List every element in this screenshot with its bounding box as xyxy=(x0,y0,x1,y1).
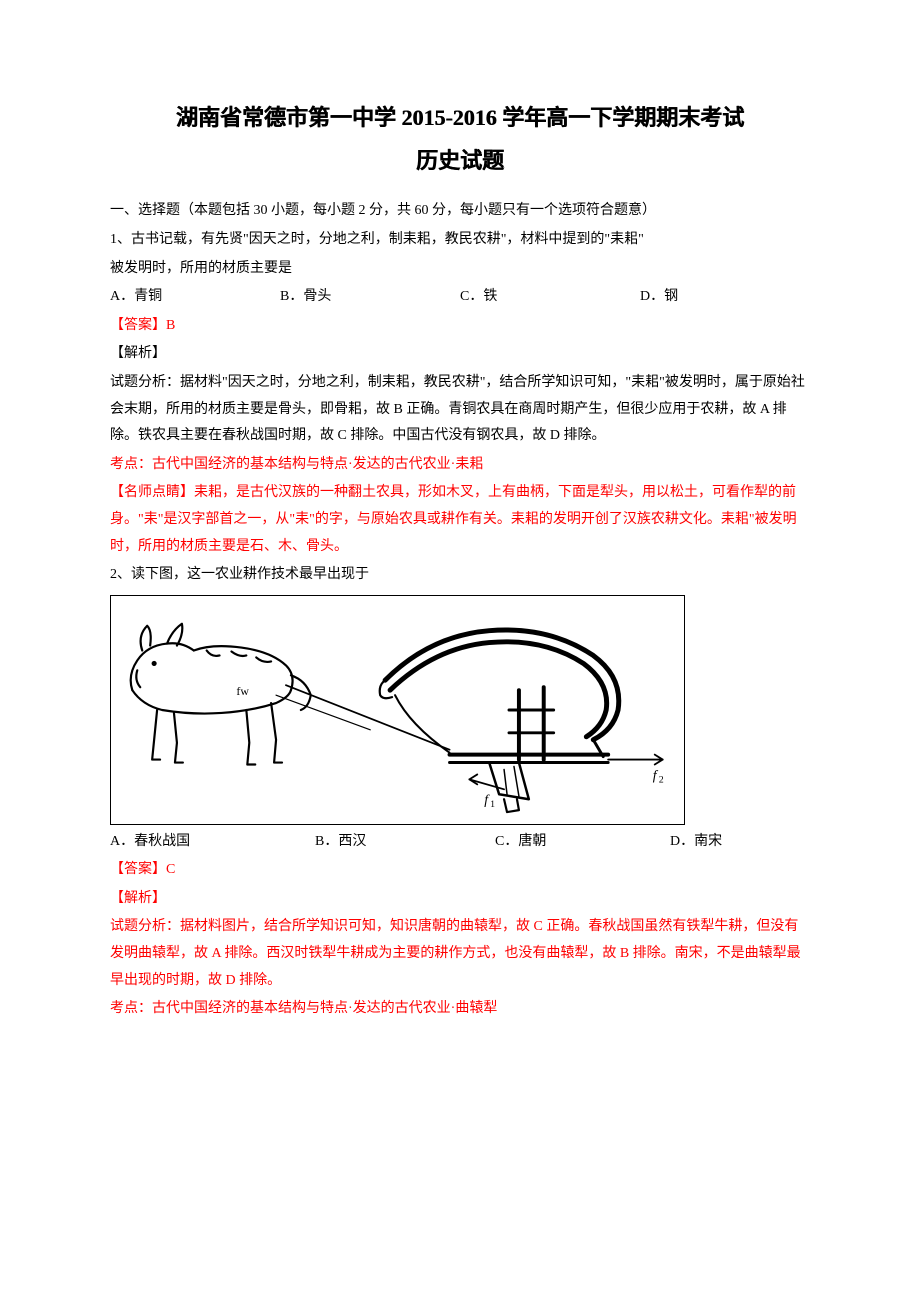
section-header: 一、选择题（本题包括 30 小题，每小题 2 分，共 60 分，每小题只有一个选… xyxy=(110,198,810,225)
q2-option-c: C．唐朝 xyxy=(495,829,670,856)
q1-exam-point: 考点：古代中国经济的基本结构与特点·发达的古代农业·耒耜 xyxy=(110,452,810,479)
q1-options: A．青铜 B．骨头 C．铁 D．钢 xyxy=(110,284,810,311)
q1-option-d: D．钢 xyxy=(640,284,678,311)
q2-options: A．春秋战国 B．西汉 C．唐朝 D．南宋 xyxy=(110,829,810,856)
q2-stem: 2、读下图，这一农业耕作技术最早出现于 xyxy=(110,562,810,589)
q1-option-b: B．骨头 xyxy=(280,284,460,311)
exam-title-line2: 历史试题 xyxy=(110,143,810,178)
svg-text:2: 2 xyxy=(659,774,664,785)
q1-stem-line1: 1、古书记载，有先贤"因天之时，分地之利，制耒耜，教民农耕"，材料中提到的"耒耜… xyxy=(110,227,810,254)
q1-analysis-body: 试题分析：据材料"因天之时，分地之利，制耒耜，教民农耕"，结合所学知识可知，"耒… xyxy=(110,370,810,450)
exam-title-line1: 湖南省常德市第一中学 2015-2016 学年高一下学期期末考试 xyxy=(110,100,810,135)
svg-text:1: 1 xyxy=(490,799,495,810)
plow-ox-diagram-icon: fw xyxy=(111,596,684,824)
q1-stem-line2: 被发明时，所用的材质主要是 xyxy=(110,256,810,283)
svg-text:fw: fw xyxy=(236,684,249,698)
q2-analysis-header: 【解析】 xyxy=(110,886,810,913)
q2-option-a: A．春秋战国 xyxy=(110,829,315,856)
q2-option-b: B．西汉 xyxy=(315,829,495,856)
q2-analysis-body: 试题分析：据材料图片，结合所学知识可知，知识唐朝的曲辕犁，故 C 正确。春秋战国… xyxy=(110,914,810,994)
q2-figure: fw xyxy=(110,595,685,825)
q2-option-d: D．南宋 xyxy=(670,829,722,856)
q2-exam-point: 考点：古代中国经济的基本结构与特点·发达的古代农业·曲辕犁 xyxy=(110,996,810,1023)
q1-answer: 【答案】B xyxy=(110,313,810,340)
q1-option-c: C．铁 xyxy=(460,284,640,311)
q2-answer: 【答案】C xyxy=(110,857,810,884)
q1-analysis-header: 【解析】 xyxy=(110,341,810,368)
q1-teacher-note: 【名师点睛】耒耜，是古代汉族的一种翻土农具，形如木叉，上有曲柄，下面是犁头，用以… xyxy=(110,480,810,560)
q1-option-a: A．青铜 xyxy=(110,284,280,311)
